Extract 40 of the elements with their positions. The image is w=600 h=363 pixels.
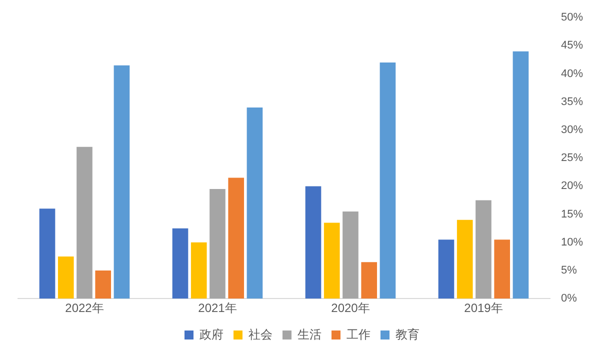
y-tick-label: 5% [560, 264, 578, 277]
bar [324, 222, 340, 299]
bar [456, 220, 473, 299]
bar [512, 51, 529, 299]
y-tick-label: 40% [560, 68, 584, 80]
bar [246, 108, 263, 299]
bar [305, 186, 322, 299]
y-tick-label: 25% [560, 152, 584, 164]
bar [342, 211, 358, 299]
bar [114, 65, 130, 299]
x-tick-label: 2019年 [464, 301, 503, 316]
x-tick-label: 2021年 [198, 301, 237, 316]
bar [76, 146, 92, 299]
bar [361, 262, 378, 299]
y-tick-label: 20% [560, 180, 584, 192]
legend-label: 生活 [298, 327, 322, 342]
bar [39, 208, 56, 299]
bar [438, 240, 454, 299]
bar [228, 178, 244, 299]
y-tick-label: 10% [560, 236, 584, 248]
bar [95, 270, 112, 299]
y-tick-label: 0% [560, 292, 578, 305]
legend-label: 社会 [248, 327, 272, 342]
legend-label: 教育 [396, 327, 420, 342]
bar [476, 200, 492, 299]
y-tick-label: 30% [560, 124, 584, 136]
y-tick-label: 45% [560, 40, 584, 52]
bar [172, 228, 188, 299]
bar [494, 240, 510, 299]
bar [380, 62, 396, 299]
y-tick-label: 15% [560, 208, 584, 220]
legend-label: 工作 [346, 327, 370, 342]
y-tick-label: 50% [560, 12, 584, 24]
legend-label: 政府 [200, 327, 224, 342]
bar [210, 189, 226, 299]
bar [190, 242, 207, 299]
bar [58, 256, 74, 299]
y-tick-label: 35% [560, 96, 584, 108]
x-tick-label: 2020年 [331, 301, 370, 316]
x-tick-label: 2022年 [65, 301, 104, 316]
